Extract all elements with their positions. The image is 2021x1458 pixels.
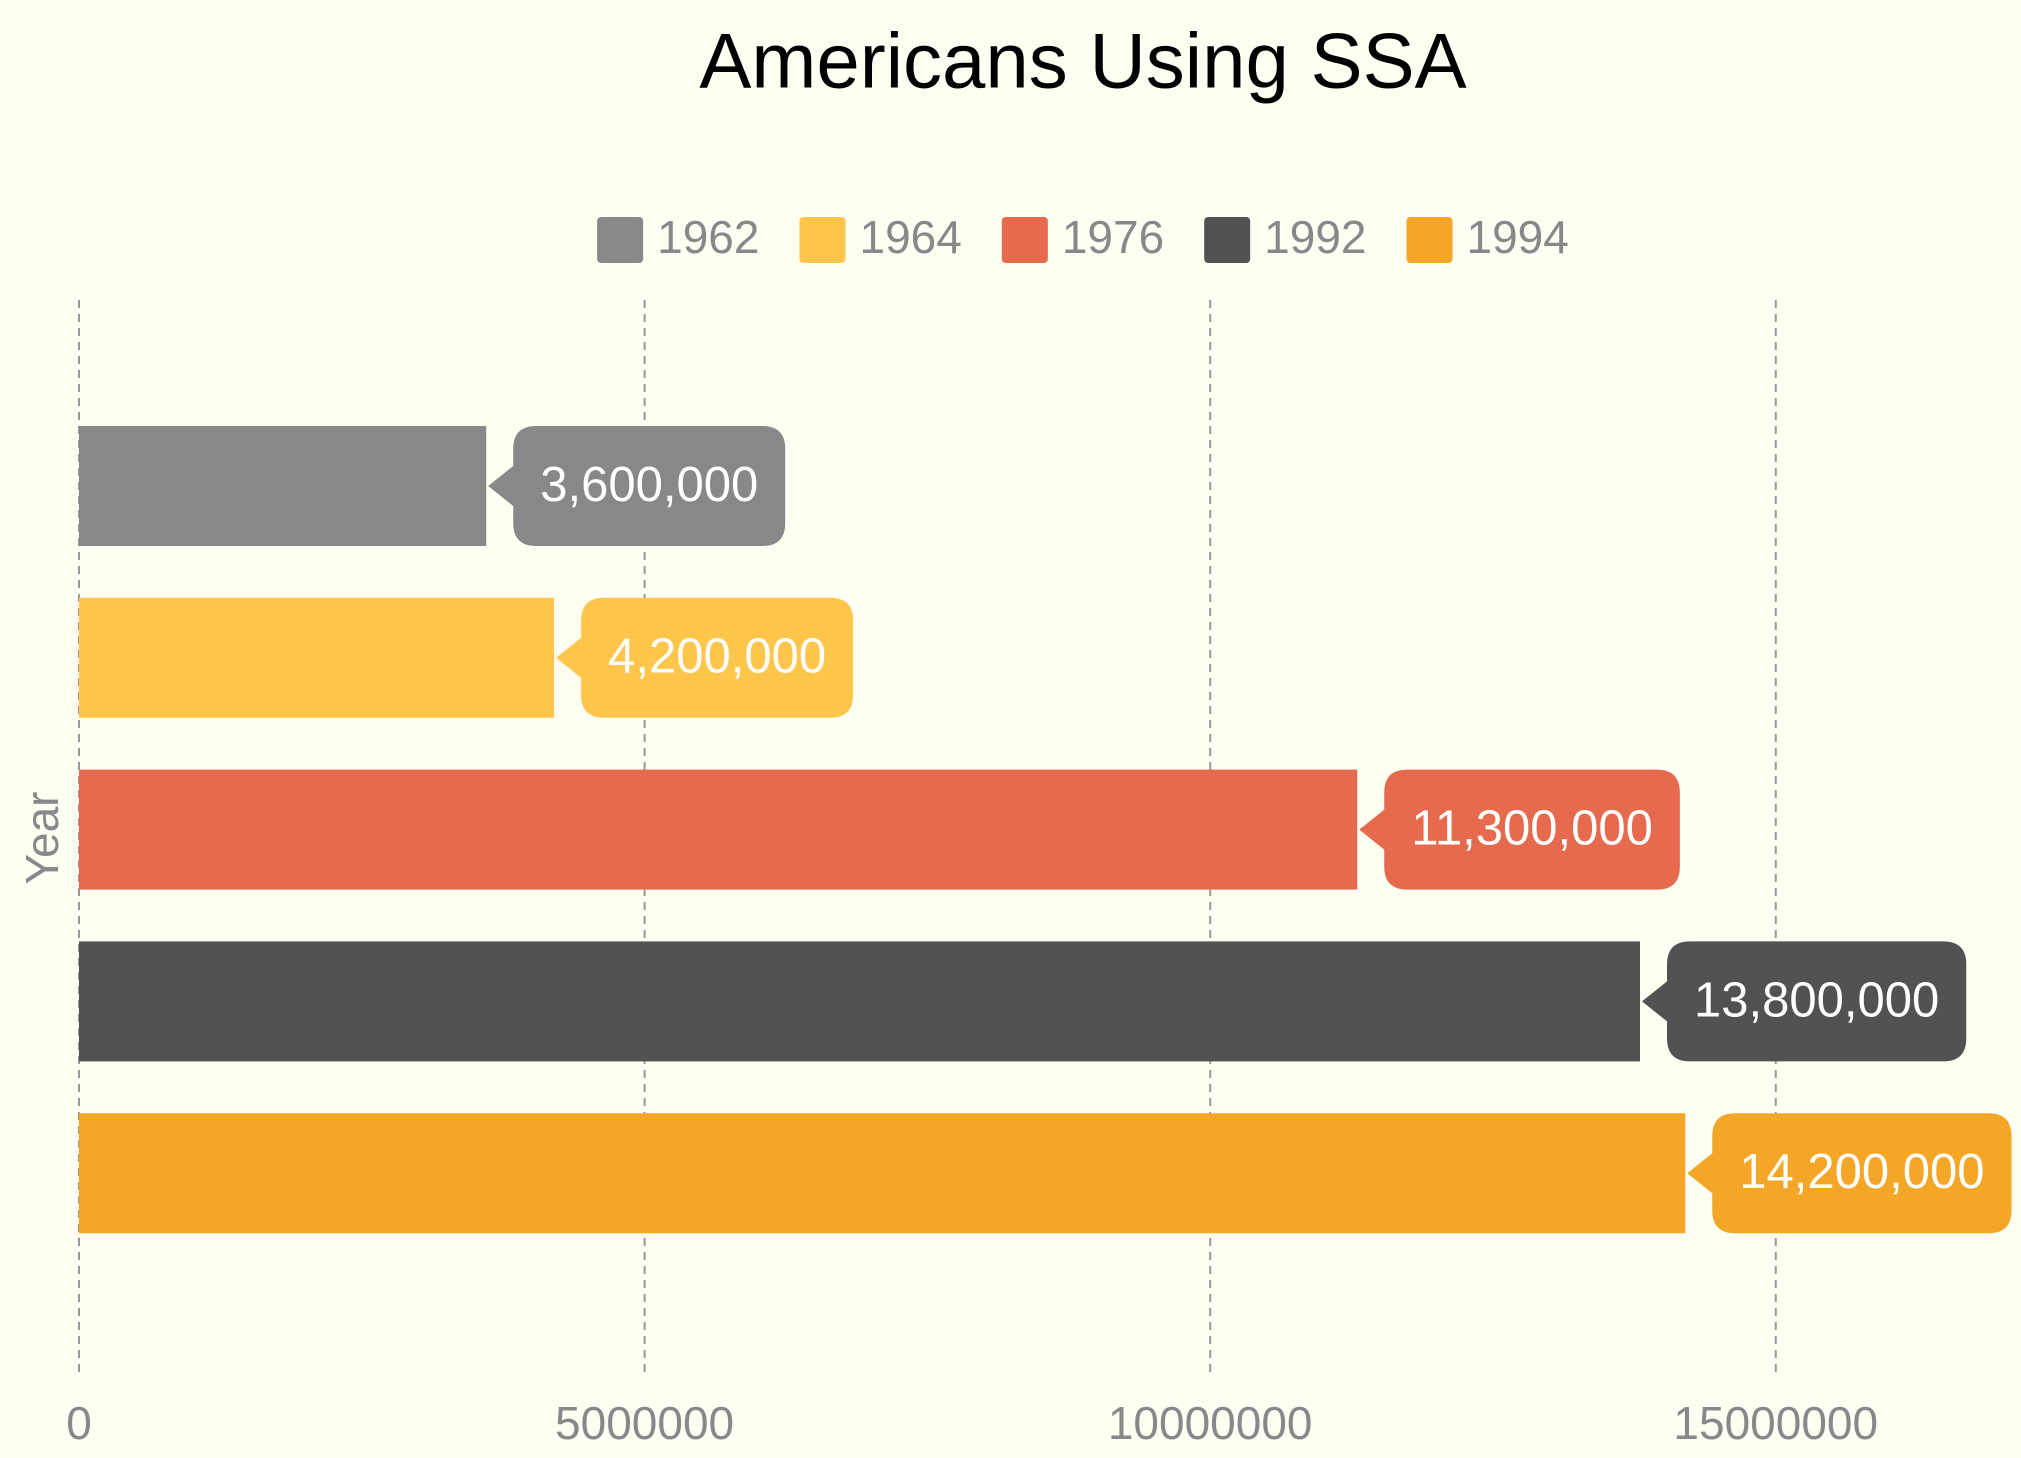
x-tick-label: 10000000	[1108, 1397, 1313, 1449]
value-label-box	[1642, 941, 1967, 1062]
legend-swatch	[1204, 217, 1251, 263]
value-label-box	[1687, 1113, 2012, 1234]
legend-swatch	[597, 217, 644, 263]
value-label-box	[556, 597, 854, 718]
legend: 1962 1964 1976 1992 1994	[597, 211, 1569, 263]
legend-label: 1962	[657, 211, 759, 263]
legend-label: 1994	[1467, 211, 1569, 263]
value-label: 13,800,000	[1694, 973, 1939, 1027]
value-label: 3,600,000	[540, 458, 758, 512]
value-label: 4,200,000	[608, 630, 826, 684]
chart-title: Americans Using SSA	[699, 17, 1466, 105]
legend-label: 1992	[1264, 211, 1366, 263]
legend-swatch	[1001, 217, 1048, 263]
bar	[79, 1113, 1686, 1234]
bar	[79, 941, 1641, 1062]
x-tick-label: 0	[66, 1397, 92, 1449]
x-tick-label: 5000000	[555, 1397, 734, 1449]
bar	[79, 769, 1358, 890]
y-axis-label: Year	[16, 792, 68, 885]
legend-label: 1976	[1062, 211, 1164, 263]
value-label-box	[488, 426, 786, 546]
legend-swatch	[1406, 217, 1453, 263]
value-label: 11,300,000	[1411, 802, 1653, 856]
bar	[79, 597, 555, 718]
value-label: 14,200,000	[1739, 1145, 1984, 1199]
legend-swatch	[799, 217, 846, 263]
value-label-box	[1359, 769, 1680, 890]
legend-label: 1964	[859, 211, 961, 263]
bar	[79, 426, 487, 546]
x-tick-label: 15000000	[1673, 1397, 1878, 1449]
